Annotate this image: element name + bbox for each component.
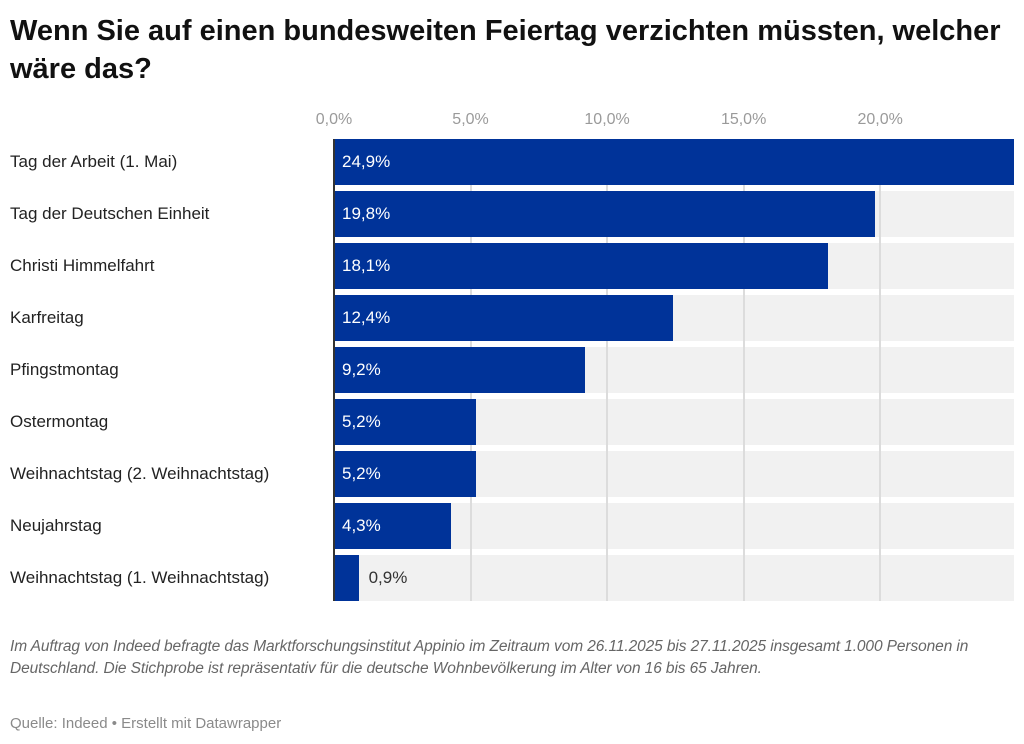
bar-row: Tag der Deutschen Einheit 19,8% <box>0 191 1024 237</box>
category-label: Neujahrstag <box>10 516 102 535</box>
value-label: 12,4% <box>342 308 391 327</box>
value-label: 9,2% <box>342 360 381 379</box>
bar <box>334 399 476 445</box>
value-label: 19,8% <box>342 204 391 223</box>
bar-row: Neujahrstag 4,3% <box>0 503 1024 549</box>
category-label: Karfreitag <box>10 308 84 327</box>
x-tick-label: 0,0% <box>315 111 353 128</box>
bar-row: Tag der Arbeit (1. Mai) 24,9% <box>0 139 1024 185</box>
value-label: 18,1% <box>342 256 391 275</box>
bar <box>334 295 673 341</box>
category-label: Tag der Deutschen Einheit <box>10 204 210 223</box>
chart-title: Wenn Sie auf einen bundesweiten Feiertag… <box>10 15 1001 85</box>
bar-row: Ostermontag 5,2% <box>0 399 1024 445</box>
chart-notes: Im Auftrag von Indeed befragte das Markt… <box>10 638 969 677</box>
bar-chart: Tag der Arbeit (1. Mai) 24,9% Tag der Deut… <box>0 105 1024 610</box>
bar-row: Karfreitag 12,4% <box>0 295 1024 341</box>
bar-row: Christi Himmelfahrt 18,1% <box>0 243 1024 289</box>
value-label: 4,3% <box>342 516 381 535</box>
bar-row: Weihnachtstag (1. Weihnachtstag) 0,9% <box>0 555 1024 601</box>
gridline <box>879 139 882 601</box>
category-label: Christi Himmelfahrt <box>10 256 155 275</box>
value-label: 5,2% <box>342 412 381 431</box>
bar <box>334 139 1014 185</box>
gridline <box>606 139 609 601</box>
x-tick-label: 20,0% <box>857 111 903 128</box>
gridline <box>742 139 745 601</box>
value-label: 5,2% <box>342 464 381 483</box>
bar <box>334 555 359 601</box>
bar-row: Weihnachtstag (2. Weihnachtstag) 5,2% <box>0 451 1024 497</box>
x-tick-label: 5,0% <box>452 111 489 128</box>
x-tick-label: 15,0% <box>720 111 767 128</box>
category-label: Weihnachtstag (2. Weihnachtstag) <box>10 464 270 483</box>
y-axis-line <box>333 139 335 601</box>
category-label: Pfingstmontag <box>10 360 119 379</box>
bar <box>334 243 829 289</box>
bar <box>334 191 875 237</box>
value-label: 0,9% <box>368 568 408 587</box>
x-tick-label: 10,0% <box>584 111 630 128</box>
bar <box>334 347 586 393</box>
bar-row: Pfingstmontag 9,2% <box>0 347 1024 393</box>
category-label: Ostermontag <box>10 412 109 431</box>
bar <box>334 451 476 497</box>
bar-background <box>334 555 1014 601</box>
category-label: Tag der Arbeit (1. Mai) <box>10 152 178 171</box>
chart-source: Quelle: Indeed • Erstellt mit Datawrappe… <box>10 715 282 732</box>
category-label: Weihnachtstag (1. Weihnachtstag) <box>10 568 270 587</box>
bar <box>334 503 452 549</box>
value-label: 24,9% <box>342 152 391 171</box>
